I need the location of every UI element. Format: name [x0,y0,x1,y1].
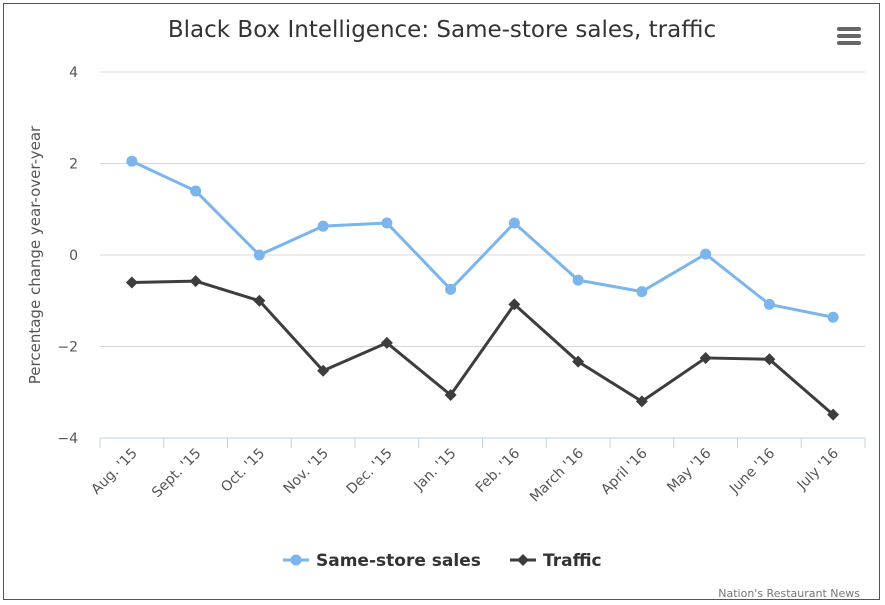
series-line [131,159,834,319]
legend-label: Same-store sales [316,551,481,571]
data-point[interactable] [635,395,648,408]
x-tick-label: Dec. '15 [344,446,396,498]
data-point[interactable] [508,217,520,229]
data-point[interactable] [572,355,585,368]
data-point[interactable] [380,336,393,349]
data-point[interactable] [572,274,584,286]
x-tick-label: Oct. '15 [218,446,268,496]
data-point[interactable] [445,283,457,295]
series-line [131,279,835,416]
x-tick-label: Aug. '15 [88,446,140,498]
x-tick-label: June '16 [726,445,778,497]
chart-title: Black Box Intelligence: Same-store sales… [168,17,716,43]
data-point[interactable] [699,351,712,364]
data-point[interactable] [125,276,138,289]
legend-marker [517,554,529,566]
data-point[interactable] [444,388,457,401]
data-point[interactable] [763,353,776,366]
y-axis-ticks: 4 2 0 −2 −4 [57,65,78,447]
credit-text[interactable]: Nation's Restaurant News [718,587,860,600]
data-point[interactable] [508,298,521,311]
data-point[interactable] [827,311,839,323]
x-axis: Aug. '15 Sept. '15 Oct. '15 Nov. '15 Dec. '1… [88,437,866,505]
series-0 [126,155,839,323]
y-tick-label: 2 [69,157,78,173]
data-point[interactable] [763,298,775,310]
x-tick-label: April '16 [598,445,650,497]
y-axis-label: Percentage change year-over-year [26,125,44,384]
data-point[interactable] [317,220,329,232]
x-tick-label: Sept. '15 [149,446,204,501]
y-tick-label: −4 [57,431,78,447]
x-tick-label: March '16 [527,445,587,505]
data-point[interactable] [253,294,266,307]
data-point[interactable] [317,364,330,377]
legend: Same-store sales Traffic [283,551,602,571]
legend-item[interactable]: Same-store sales [283,551,481,571]
data-point[interactable] [253,249,265,261]
series-1 [125,275,840,421]
data-point[interactable] [126,155,138,167]
y-tick-label: 4 [69,65,78,81]
legend-item[interactable]: Traffic [510,551,602,571]
x-tick-label: Nov. '15 [280,446,331,497]
data-point[interactable] [700,248,712,260]
data-point[interactable] [636,286,648,298]
data-point[interactable] [190,185,202,197]
data-point[interactable] [189,275,202,288]
y-tick-label: −2 [57,340,78,356]
hamburger-menu-icon[interactable] [836,26,862,46]
series-group [125,155,840,421]
data-point[interactable] [827,408,840,421]
legend-label: Traffic [543,551,602,571]
x-tick-label: Feb. '16 [473,445,524,496]
chart-frame [3,3,880,600]
legend-marker [290,554,302,566]
x-tick-label: Jan. '15 [411,446,460,495]
y-tick-label: 0 [69,248,78,264]
data-point[interactable] [381,217,393,229]
x-tick-label: July '16 [794,445,842,493]
x-tick-label: May '16 [664,445,714,495]
